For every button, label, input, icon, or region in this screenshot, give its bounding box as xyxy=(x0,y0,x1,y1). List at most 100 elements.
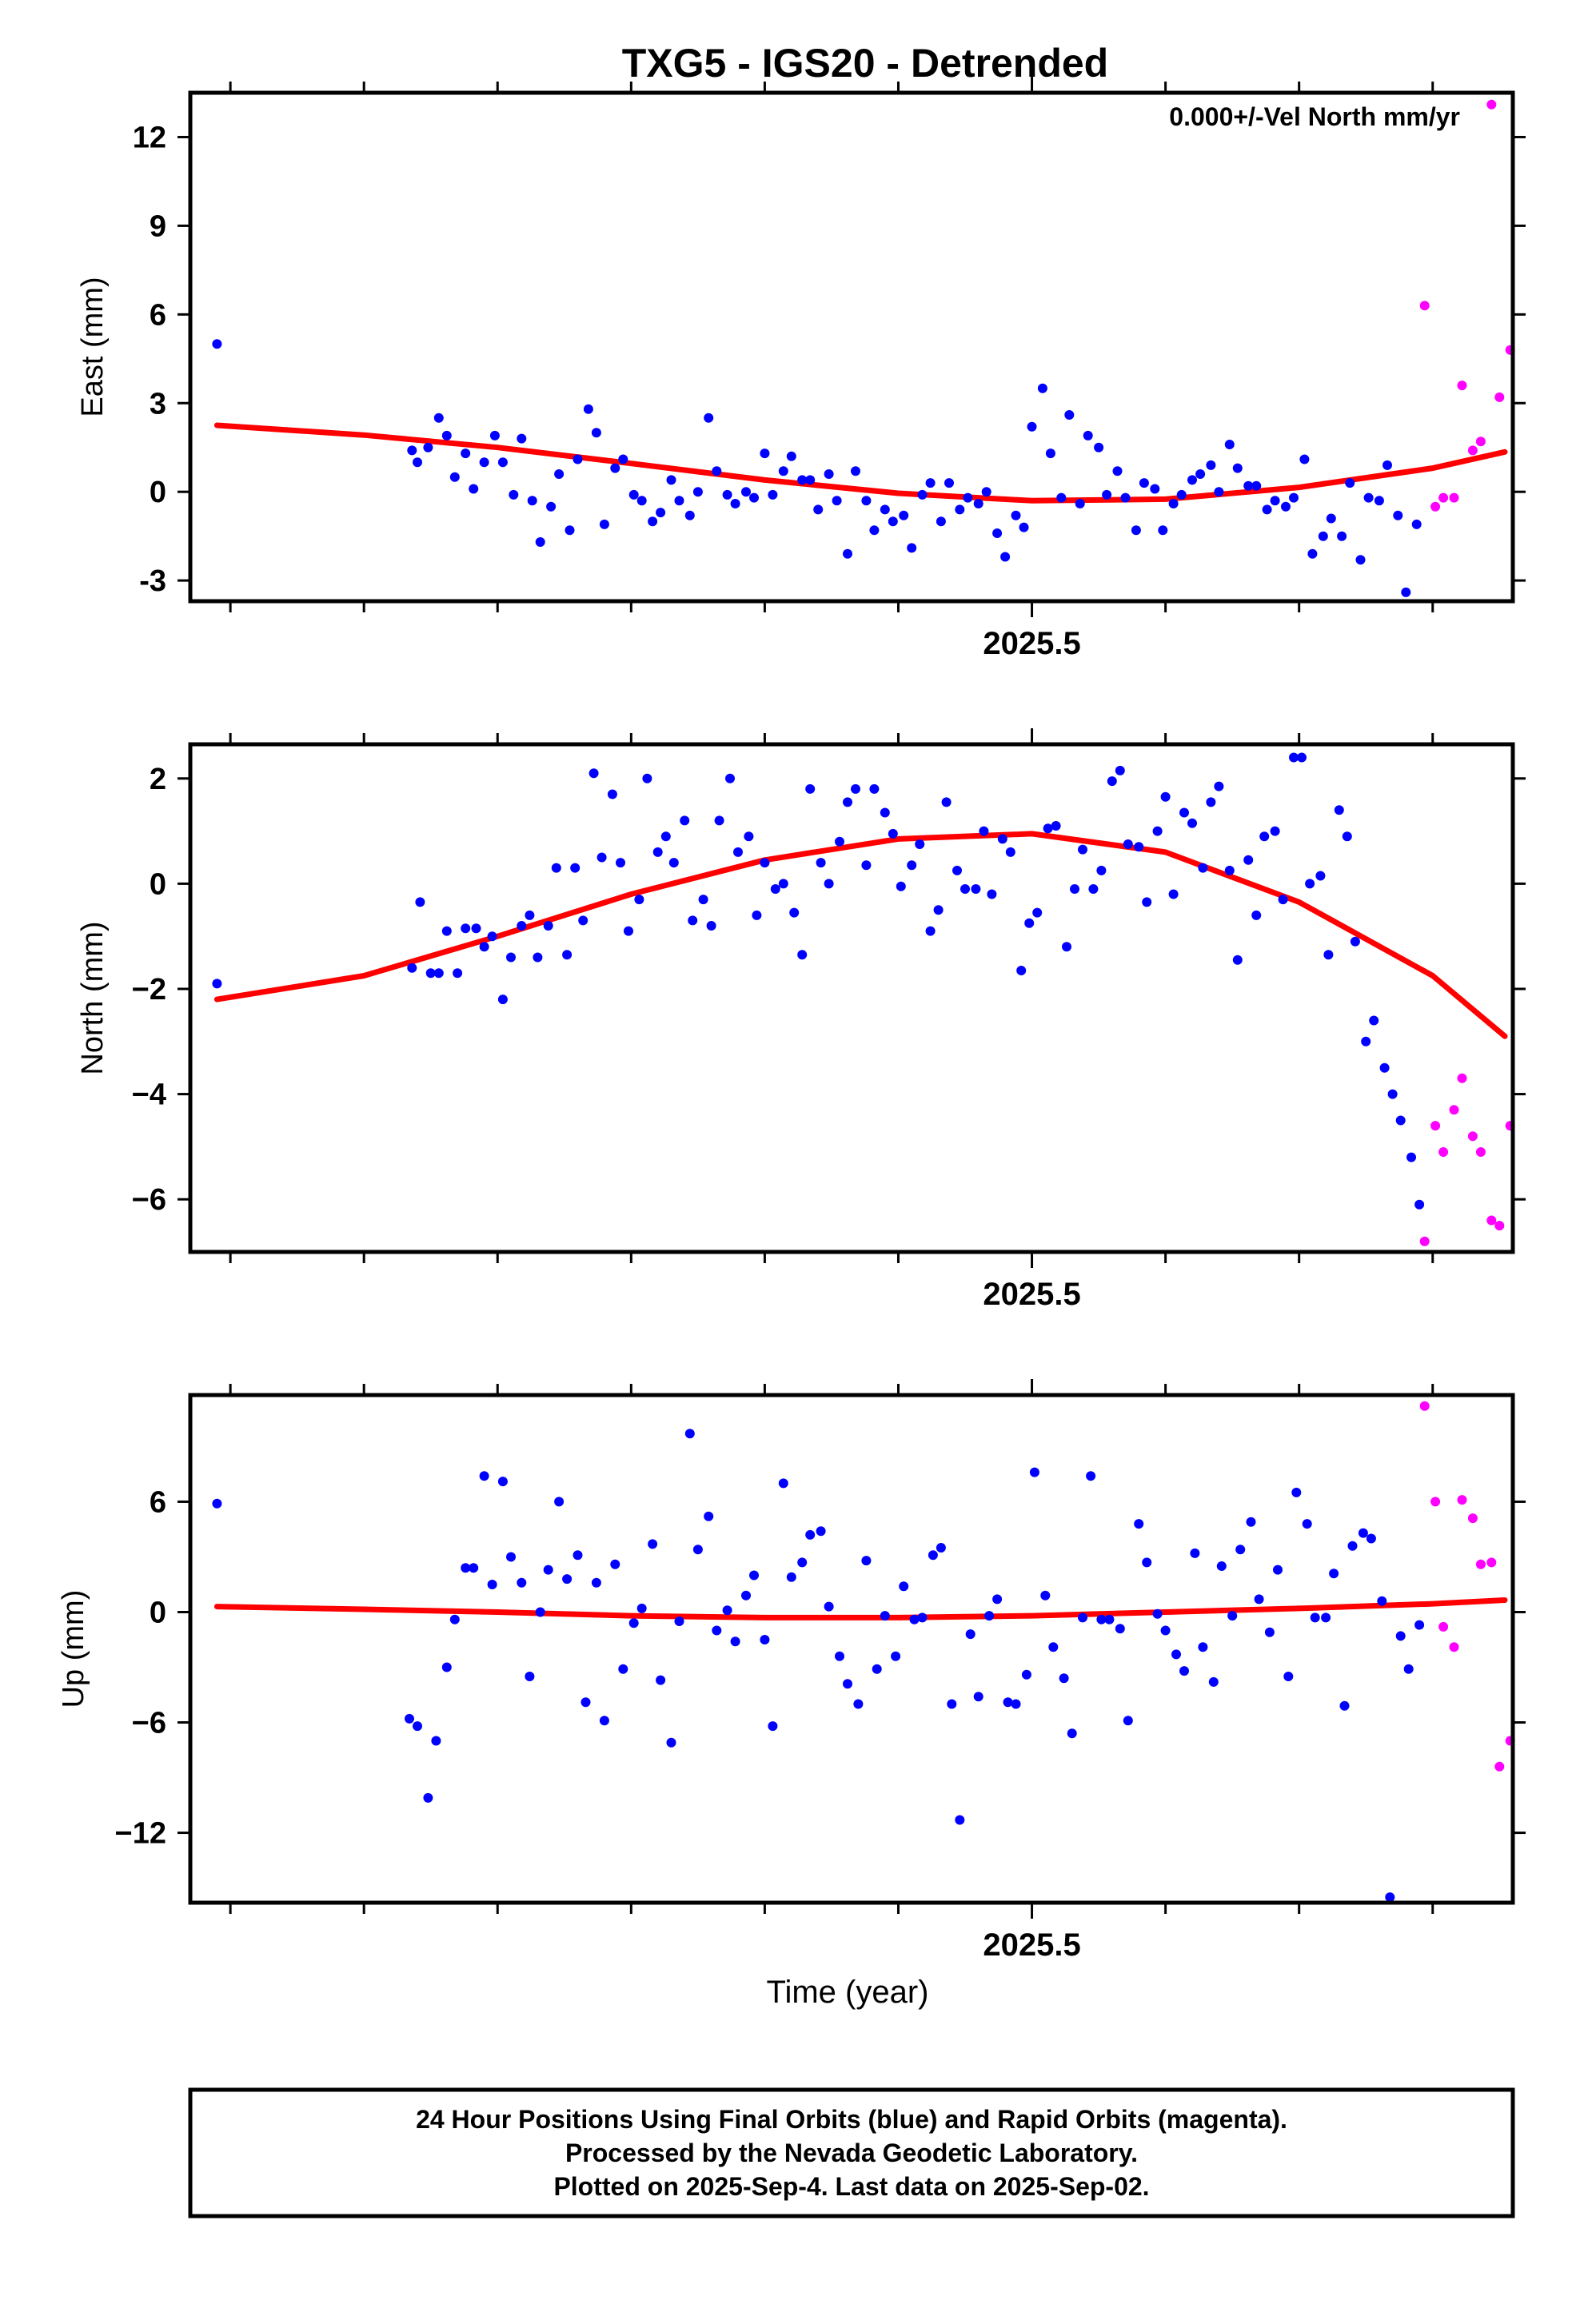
final-point xyxy=(861,496,872,506)
final-point xyxy=(725,773,735,783)
final-point xyxy=(952,865,962,875)
final-point xyxy=(610,1559,620,1569)
final-point xyxy=(1329,1569,1339,1579)
final-point xyxy=(648,1539,658,1549)
final-point xyxy=(1278,895,1288,905)
final-point xyxy=(1134,842,1144,852)
final-point xyxy=(407,445,417,456)
final-point xyxy=(880,1611,890,1621)
final-point xyxy=(517,433,527,444)
panel-east: -3 0 3 6 9 12 2025.5 East (mm) 0.000+/-Vel North… xyxy=(76,77,1526,661)
final-point xyxy=(899,1581,909,1592)
final-point xyxy=(888,828,898,839)
footer-line-1: 24 Hour Positions Using Final Orbits (bl… xyxy=(416,2105,1287,2134)
final-point xyxy=(551,863,561,873)
panel-up: −12 −6 0 6 2025.5 Up (mm) xyxy=(57,1379,1526,1963)
final-point xyxy=(1168,889,1179,899)
final-point xyxy=(1000,552,1011,562)
velocity-note: 0.000+/-Vel North mm/yr xyxy=(1169,102,1460,131)
final-point xyxy=(212,1498,222,1509)
final-point xyxy=(423,442,433,452)
final-point xyxy=(489,430,500,440)
final-point xyxy=(1096,865,1107,875)
chart-title: TXG5 - IGS20 - Detrended xyxy=(622,41,1108,86)
final-point xyxy=(1382,460,1392,470)
final-point xyxy=(616,858,625,868)
fit-curve xyxy=(213,831,1508,1039)
y-tick-label: -3 xyxy=(139,564,166,598)
final-point xyxy=(688,915,698,926)
final-point xyxy=(1029,1467,1039,1477)
final-point xyxy=(768,489,778,500)
y-tick-label: 6 xyxy=(150,298,166,332)
final-point xyxy=(533,952,543,963)
final-point xyxy=(1385,1892,1395,1903)
final-point xyxy=(1243,855,1254,865)
final-point xyxy=(1024,918,1035,928)
rapid-point xyxy=(1457,381,1467,391)
final-point xyxy=(730,1636,740,1647)
final-point xyxy=(907,860,917,871)
final-point xyxy=(997,834,1007,844)
final-point xyxy=(1048,1642,1059,1652)
final-point xyxy=(535,1607,545,1617)
final-point xyxy=(1366,1533,1376,1544)
y-tick-label: −6 xyxy=(132,1707,166,1740)
final-point xyxy=(749,1570,759,1581)
y-tick-label: −4 xyxy=(132,1078,166,1112)
final-point xyxy=(1299,454,1310,464)
rapid-point xyxy=(1449,1642,1459,1652)
final-point xyxy=(1051,821,1061,831)
y-tick-label: −2 xyxy=(132,973,166,1007)
final-point xyxy=(1115,1624,1125,1634)
final-point xyxy=(1214,781,1224,791)
panels: -3 0 3 6 9 12 2025.5 East (mm) 0.000+/-Vel North… xyxy=(57,77,1526,1963)
final-point xyxy=(722,489,732,500)
y-tick-label: 0 xyxy=(150,867,166,901)
rapid-point xyxy=(1494,1761,1505,1772)
final-point xyxy=(909,1614,920,1624)
final-point xyxy=(770,884,780,894)
final-point xyxy=(861,1556,872,1566)
final-point xyxy=(624,926,633,936)
final-point xyxy=(1112,466,1123,476)
final-point xyxy=(1107,776,1117,787)
final-point xyxy=(1005,847,1015,857)
final-point xyxy=(1259,831,1270,842)
final-point xyxy=(212,979,222,989)
final-point xyxy=(656,1675,666,1685)
final-point xyxy=(1281,501,1291,512)
final-point xyxy=(1086,1471,1096,1481)
final-point xyxy=(778,1478,788,1489)
rapid-point xyxy=(1438,492,1449,503)
rapid-point xyxy=(1438,1621,1449,1632)
rapid-point xyxy=(1430,501,1441,512)
final-point xyxy=(674,1616,684,1626)
final-point xyxy=(915,839,925,849)
final-point xyxy=(1187,475,1197,485)
final-point xyxy=(1358,1528,1368,1538)
final-point xyxy=(589,768,599,779)
rapid-point xyxy=(1494,1221,1505,1231)
final-point xyxy=(423,1792,433,1803)
final-point xyxy=(1363,492,1374,503)
rapid-point xyxy=(1419,301,1430,311)
final-point xyxy=(1187,818,1197,828)
rapid-point xyxy=(1449,492,1459,503)
final-point xyxy=(506,1552,516,1562)
final-point xyxy=(843,797,852,807)
final-point xyxy=(1361,1036,1371,1046)
plot-frame xyxy=(188,742,1515,1254)
final-point xyxy=(797,950,808,960)
final-point xyxy=(979,826,989,836)
y-tick-label: 9 xyxy=(150,209,166,243)
final-point xyxy=(1270,496,1280,506)
final-point xyxy=(1027,421,1037,432)
final-point xyxy=(487,1580,497,1589)
final-point xyxy=(1264,1627,1275,1637)
plot-frame xyxy=(188,90,1515,604)
plot-frame xyxy=(188,1393,1515,1905)
final-point xyxy=(992,528,1003,538)
final-point xyxy=(527,496,537,506)
